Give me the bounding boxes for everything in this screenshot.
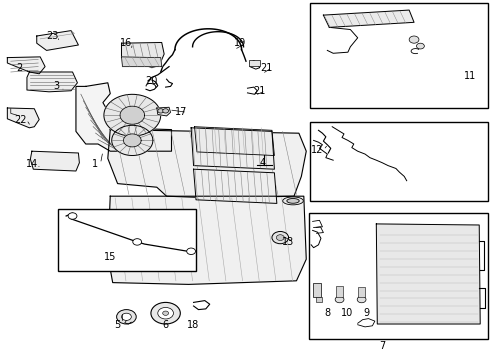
Text: 9: 9 [364, 308, 369, 318]
Text: 18: 18 [188, 320, 200, 330]
Polygon shape [7, 108, 39, 128]
Text: 11: 11 [465, 71, 476, 81]
Polygon shape [112, 125, 153, 156]
Circle shape [158, 109, 164, 113]
Circle shape [68, 213, 77, 219]
Circle shape [117, 310, 136, 324]
Text: 15: 15 [104, 252, 117, 262]
Text: 20: 20 [146, 76, 158, 86]
Text: 6: 6 [163, 320, 169, 330]
Circle shape [133, 239, 142, 245]
Bar [313, 283, 321, 297]
Polygon shape [37, 31, 78, 50]
Polygon shape [194, 169, 277, 203]
Circle shape [163, 109, 169, 113]
Polygon shape [30, 151, 79, 171]
Circle shape [151, 302, 180, 324]
Text: 19: 19 [234, 38, 246, 48]
Text: 14: 14 [26, 159, 38, 169]
Polygon shape [122, 57, 162, 67]
Ellipse shape [283, 197, 303, 205]
Text: 22: 22 [14, 114, 27, 125]
Text: 10: 10 [341, 308, 353, 318]
Circle shape [158, 307, 173, 319]
Text: 21: 21 [253, 86, 266, 96]
Text: 17: 17 [175, 107, 188, 117]
Text: 16: 16 [121, 38, 132, 48]
Polygon shape [7, 57, 45, 74]
Circle shape [335, 296, 344, 303]
Polygon shape [76, 83, 172, 151]
Text: 1: 1 [92, 159, 98, 169]
Text: 12: 12 [311, 145, 324, 155]
Polygon shape [195, 127, 274, 156]
Circle shape [187, 248, 196, 255]
FancyBboxPatch shape [309, 213, 488, 339]
Text: 7: 7 [379, 341, 385, 351]
Bar [249, 60, 260, 66]
Polygon shape [157, 107, 171, 116]
Ellipse shape [287, 198, 299, 203]
Circle shape [163, 311, 169, 315]
Polygon shape [122, 42, 164, 68]
Text: 4: 4 [259, 158, 265, 168]
Bar [316, 297, 322, 302]
Circle shape [276, 235, 284, 240]
Polygon shape [108, 130, 306, 198]
Circle shape [122, 313, 131, 320]
Text: 2: 2 [17, 63, 23, 73]
Text: 13: 13 [282, 237, 294, 247]
Circle shape [357, 296, 366, 303]
FancyBboxPatch shape [310, 3, 488, 108]
Polygon shape [104, 94, 161, 136]
Bar [336, 286, 343, 297]
Text: 3: 3 [53, 81, 59, 91]
FancyBboxPatch shape [58, 209, 196, 271]
Circle shape [272, 231, 289, 244]
Polygon shape [191, 128, 274, 169]
Text: 23: 23 [46, 31, 59, 41]
Text: 8: 8 [324, 308, 330, 318]
Polygon shape [123, 134, 141, 147]
Text: 21: 21 [260, 63, 272, 73]
Circle shape [416, 43, 424, 49]
Text: 5: 5 [115, 320, 121, 330]
FancyBboxPatch shape [310, 122, 488, 201]
Circle shape [409, 36, 419, 43]
Polygon shape [376, 224, 480, 324]
Polygon shape [108, 196, 306, 284]
Polygon shape [27, 72, 77, 92]
Bar [358, 287, 365, 297]
Polygon shape [323, 10, 414, 27]
Polygon shape [120, 106, 145, 124]
